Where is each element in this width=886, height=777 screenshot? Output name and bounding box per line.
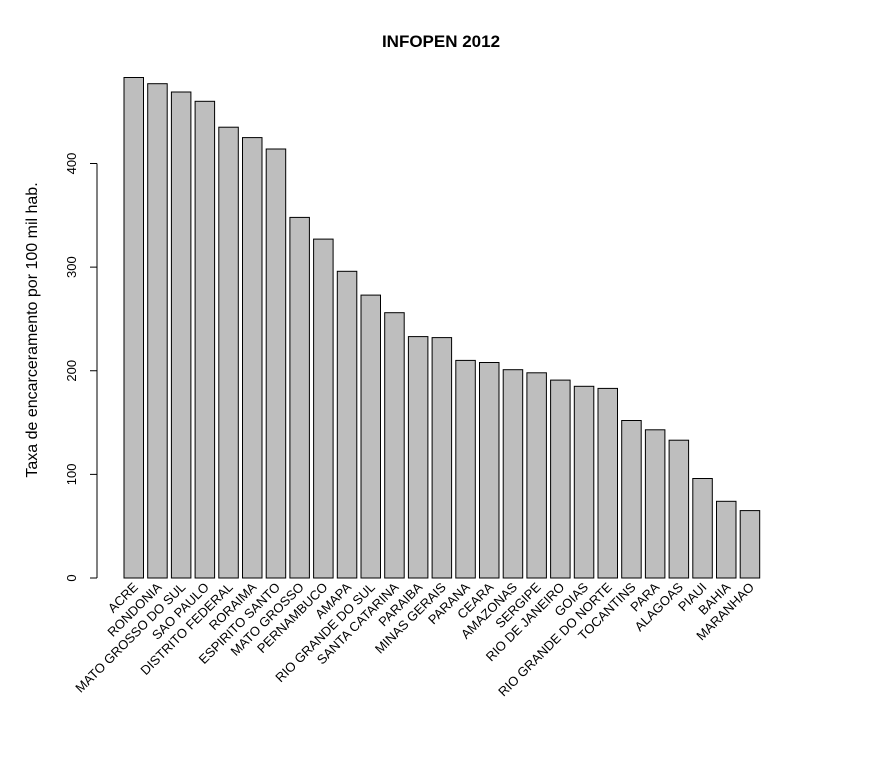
chart-title: INFOPEN 2012 <box>382 32 500 51</box>
y-axis-label: Taxa de encarceramento por 100 mil hab. <box>24 182 41 477</box>
bar <box>502 369 524 579</box>
y-tick-label: 300 <box>64 256 79 278</box>
bar <box>170 91 192 579</box>
bar <box>123 77 144 579</box>
bar <box>526 372 547 579</box>
bar <box>336 270 358 579</box>
bar <box>550 379 571 579</box>
bar <box>621 420 642 579</box>
bar <box>313 238 334 579</box>
bar <box>407 336 429 579</box>
y-tick-label: 100 <box>64 464 79 486</box>
bar <box>194 100 216 579</box>
bar <box>265 148 287 579</box>
bar <box>242 137 263 579</box>
bar <box>739 510 761 579</box>
bar <box>360 294 381 579</box>
y-tick-label: 200 <box>64 360 79 382</box>
bar <box>668 439 690 579</box>
y-tick-label: 0 <box>64 574 79 581</box>
bar <box>479 362 500 579</box>
bar <box>455 359 476 579</box>
y-axis: 0 100 200 300 400 <box>64 153 98 582</box>
y-tick-label: 400 <box>64 153 79 175</box>
bar <box>147 83 168 579</box>
bar <box>573 385 595 579</box>
bars <box>123 77 761 579</box>
bar <box>597 387 618 579</box>
bar <box>644 429 666 579</box>
bar <box>431 337 453 579</box>
bar <box>384 312 405 579</box>
bar <box>289 216 310 579</box>
bar <box>218 126 239 579</box>
bar <box>716 500 737 579</box>
bar <box>692 478 713 579</box>
